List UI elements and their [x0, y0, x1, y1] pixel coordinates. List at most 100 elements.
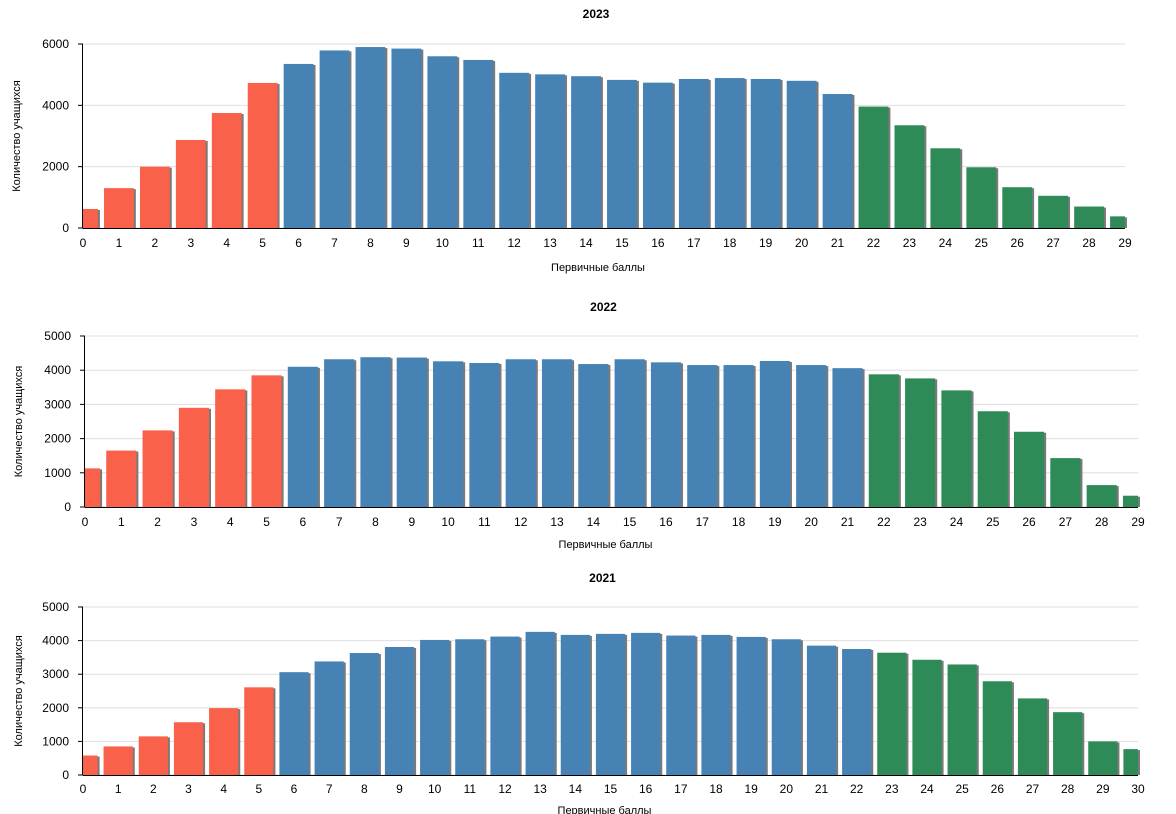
bar-23 [894, 125, 925, 228]
x-tick-label: 25 [986, 515, 1000, 529]
x-tick-label: 21 [831, 236, 845, 250]
chart-title: 2023 [583, 7, 610, 21]
bar-24 [930, 148, 961, 228]
x-axis-label: Первичные баллы [559, 539, 653, 551]
x-tick-label: 0 [82, 515, 89, 529]
x-tick-label: 11 [478, 515, 491, 529]
x-tick-label: 16 [651, 236, 665, 250]
x-tick-label: 1 [118, 515, 125, 529]
x-tick-label: 28 [1061, 782, 1075, 796]
bar-21 [832, 368, 863, 507]
bar-0 [83, 208, 98, 228]
x-tick-label: 3 [187, 236, 194, 250]
bar-27 [1038, 195, 1069, 228]
bar-2 [142, 430, 173, 507]
y-tick-label: 1000 [44, 466, 71, 480]
bar-13 [535, 74, 566, 228]
y-tick-label: 0 [62, 221, 69, 235]
x-tick-label: 12 [498, 782, 512, 796]
bar-27 [1017, 698, 1048, 775]
bar-11 [463, 59, 494, 228]
x-tick-label: 4 [220, 782, 227, 796]
x-tick-label: 10 [428, 782, 442, 796]
x-tick-label: 25 [955, 782, 969, 796]
x-tick-label: 11 [464, 782, 477, 796]
y-tick-label: 0 [64, 500, 71, 514]
bar-22 [858, 106, 889, 228]
bar-12 [490, 636, 520, 775]
x-tick-label: 3 [191, 515, 198, 529]
bar-25 [977, 411, 1008, 507]
bar-5 [244, 687, 274, 775]
x-tick-label: 27 [1059, 515, 1073, 529]
y-tick-label: 3000 [44, 397, 71, 411]
x-tick-label: 25 [975, 236, 989, 250]
x-tick-label: 27 [1026, 782, 1040, 796]
bar-28 [1074, 206, 1104, 228]
x-tick-label: 9 [396, 782, 403, 796]
x-tick-label: 16 [659, 515, 673, 529]
bar-1 [104, 188, 134, 228]
bar-3 [178, 407, 209, 507]
bar-14 [560, 634, 590, 775]
bar-1 [106, 450, 137, 507]
bar-10 [427, 56, 458, 229]
x-tick-label: 19 [768, 515, 782, 529]
x-tick-label: 6 [291, 782, 298, 796]
x-tick-label: 5 [259, 236, 266, 250]
x-tick-label: 14 [579, 236, 593, 250]
bar-20 [786, 80, 817, 228]
x-tick-label: 0 [80, 782, 87, 796]
x-tick-label: 28 [1082, 236, 1096, 250]
bar-0 [85, 468, 101, 507]
bar-26 [982, 681, 1012, 775]
x-tick-label: 2 [150, 782, 157, 796]
y-tick-label: 0 [62, 768, 69, 782]
bar-6 [283, 63, 314, 228]
x-tick-label: 21 [815, 782, 829, 796]
x-tick-label: 15 [615, 236, 629, 250]
x-tick-label: 1 [115, 782, 122, 796]
y-tick-label: 4000 [44, 363, 71, 377]
x-tick-label: 7 [331, 236, 338, 250]
bar-23 [905, 378, 936, 507]
x-tick-label: 14 [587, 515, 601, 529]
x-tick-label: 22 [850, 782, 864, 796]
bar-15 [595, 633, 626, 775]
x-tick-label: 27 [1046, 236, 1060, 250]
y-tick-label: 2000 [42, 160, 69, 174]
bar-8 [355, 47, 386, 228]
x-tick-label: 4 [223, 236, 230, 250]
bar-0 [83, 755, 98, 775]
bar-4 [209, 708, 239, 775]
bar-26 [1014, 431, 1045, 507]
bar-18 [723, 365, 754, 507]
bar-25 [947, 664, 977, 775]
x-tick-label: 29 [1131, 515, 1145, 529]
bar-26 [1002, 187, 1033, 228]
bar-22 [842, 649, 872, 775]
x-tick-label: 13 [543, 236, 557, 250]
bar-24 [941, 390, 972, 507]
bar-17 [666, 635, 696, 775]
bar-2 [138, 736, 168, 775]
x-tick-label: 24 [939, 236, 953, 250]
bar-27 [1050, 458, 1081, 507]
x-tick-label: 19 [744, 782, 758, 796]
x-tick-label: 23 [913, 515, 927, 529]
y-tick-label: 5000 [44, 329, 71, 343]
x-tick-label: 16 [639, 782, 653, 796]
x-tick-label: 22 [867, 236, 881, 250]
bar-2 [139, 166, 170, 228]
x-tick-label: 13 [550, 515, 564, 529]
x-tick-label: 5 [263, 515, 270, 529]
bar-24 [912, 659, 942, 775]
bar-29 [1110, 216, 1125, 228]
x-tick-label: 10 [436, 236, 450, 250]
x-tick-label: 12 [507, 236, 521, 250]
x-tick-label: 2 [154, 515, 161, 529]
bar-17 [687, 365, 718, 507]
bar-6 [279, 672, 309, 775]
bar-8 [360, 357, 391, 507]
